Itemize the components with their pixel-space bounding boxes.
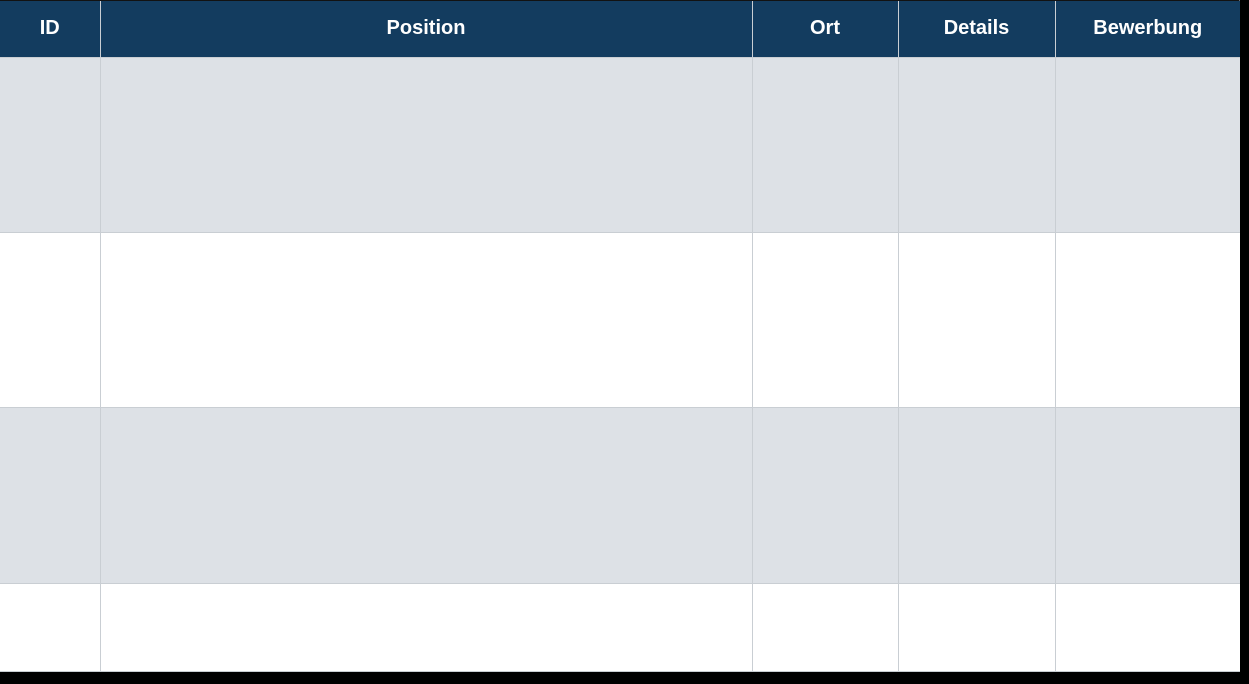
table-row (0, 583, 1240, 671)
table-cell (100, 407, 753, 584)
table-row (0, 407, 1240, 584)
table-cell (898, 407, 1056, 584)
table-cell (752, 583, 899, 671)
table-cell (0, 57, 101, 233)
column-header-ort: Ort (752, 1, 899, 58)
header-row: ID Position Ort Details Bewerbung (0, 1, 1240, 58)
table-cell (898, 232, 1056, 409)
table-cell (1055, 407, 1240, 584)
table-cell (1055, 232, 1240, 409)
table-cell (898, 57, 1056, 233)
table-cell (100, 232, 753, 409)
table-row (0, 232, 1240, 409)
column-header-details: Details (898, 1, 1056, 58)
jobs-table-container: ID Position Ort Details Bewerbung (0, 0, 1240, 672)
table-cell (752, 57, 899, 233)
table-cell (100, 583, 753, 671)
table-cell (1055, 583, 1240, 671)
column-header-bewerbung: Bewerbung (1055, 1, 1240, 58)
table-cell (100, 57, 753, 233)
column-header-position: Position (100, 1, 753, 58)
table-body (0, 57, 1240, 671)
table-cell (898, 583, 1056, 671)
table-cell (1055, 57, 1240, 233)
table-cell (0, 232, 101, 409)
table-cell (752, 232, 899, 409)
column-header-id: ID (0, 1, 101, 58)
table-row (0, 57, 1240, 233)
table-header: ID Position Ort Details Bewerbung (0, 1, 1240, 58)
table-cell (752, 407, 899, 584)
table-cell (0, 407, 101, 584)
table-cell (0, 583, 101, 671)
jobs-table: ID Position Ort Details Bewerbung (0, 1, 1240, 671)
